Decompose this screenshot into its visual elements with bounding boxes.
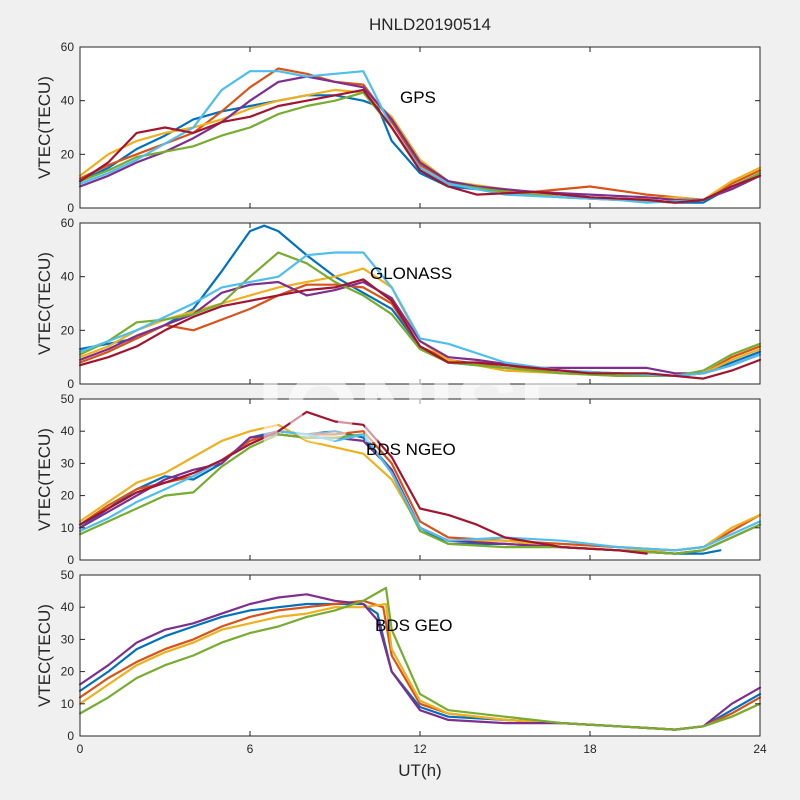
figure-title: HNLD20190514 (369, 15, 491, 34)
x-axis-label: UT(h) (398, 761, 441, 780)
panel-label: BDS GEO (375, 616, 452, 635)
y-tick-label: 40 (61, 424, 75, 438)
y-axis-label: VTEC(TECU) (35, 428, 54, 531)
panel-label: BDS NGEO (366, 440, 456, 459)
y-tick-label: 20 (61, 323, 75, 337)
watermark-text: IONISE (257, 356, 582, 463)
y-axis-label: VTEC(TECU) (35, 76, 54, 179)
x-tick-label: 6 (247, 742, 254, 756)
y-tick-label: 20 (61, 147, 75, 161)
series-line-1 (78, 67, 762, 201)
y-tick-label: 20 (61, 489, 75, 503)
y-tick-label: 10 (61, 697, 75, 711)
series-line-5 (78, 430, 762, 552)
x-tick-label: 0 (77, 742, 84, 756)
plot-area (80, 575, 760, 736)
panel-label: GPS (400, 88, 436, 107)
panel-0: 0 20 40 60 VTEC(TECU) GPS (35, 40, 762, 215)
plot-area (80, 47, 760, 208)
y-tick-label: 30 (61, 456, 75, 470)
y-tick-label: 40 (61, 94, 75, 108)
y-tick-label: 60 (61, 216, 75, 230)
y-tick-label: 0 (67, 553, 74, 567)
series-line-3 (78, 75, 762, 201)
y-tick-label: 20 (61, 665, 75, 679)
series-line-5 (78, 70, 762, 204)
y-tick-label: 40 (61, 270, 75, 284)
y-axis-label: VTEC(TECU) (35, 252, 54, 355)
y-tick-label: 30 (61, 632, 75, 646)
series-line-6 (78, 410, 648, 555)
panel-label: GLONASS (370, 264, 452, 283)
panel-3: 0 10 20 30 40 50 0 6 12 18 24 VTEC(TECU) BDS GEO (35, 568, 767, 756)
series-line-4 (78, 586, 762, 731)
panel-2: 0 10 20 30 40 50 VTEC(TECU) BDS NGEO (35, 392, 762, 567)
panel-1: 0 20 40 60 VTEC(TECU) GLONASS (35, 216, 762, 391)
y-tick-label: 50 (61, 392, 75, 406)
y-tick-label: 60 (61, 40, 75, 54)
y-tick-label: 50 (61, 568, 75, 582)
y-tick-label: 10 (61, 521, 75, 535)
y-tick-label: 0 (67, 729, 74, 743)
x-tick-label: 18 (583, 742, 597, 756)
x-tick-label: 12 (413, 742, 427, 756)
y-axis-label: VTEC(TECU) (35, 604, 54, 707)
y-tick-label: 0 (67, 377, 74, 391)
y-tick-label: 0 (67, 201, 74, 215)
y-tick-label: 40 (61, 600, 75, 614)
series-line-6 (78, 278, 762, 380)
x-tick-label: 24 (753, 742, 767, 756)
series-line-6 (78, 88, 762, 204)
